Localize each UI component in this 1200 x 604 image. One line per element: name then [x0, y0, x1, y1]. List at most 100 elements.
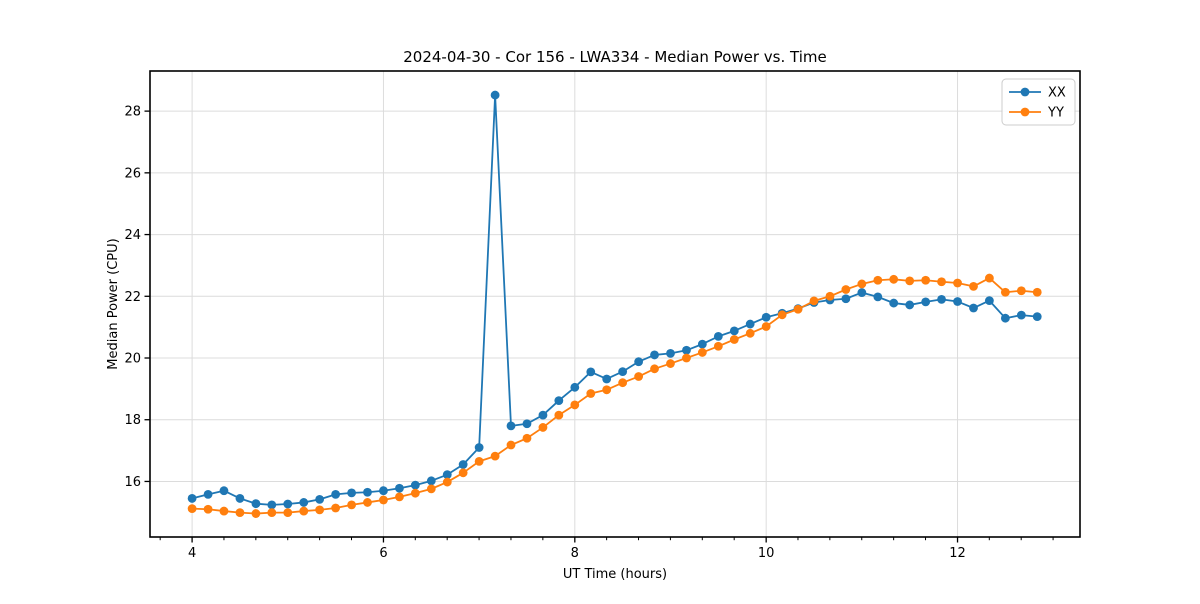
data-point-yy — [921, 275, 931, 285]
data-point-yy — [618, 378, 628, 388]
legend-item-yy: YY — [1009, 106, 1064, 121]
data-point-xx — [410, 480, 420, 490]
data-point-xx — [761, 312, 771, 322]
data-point-xx — [235, 494, 245, 503]
data-point-yy — [969, 282, 978, 291]
data-point-yy — [235, 508, 245, 518]
y-tick-label: 16 — [124, 475, 141, 490]
y-tick-label: 28 — [124, 105, 141, 120]
data-point-yy — [953, 278, 962, 288]
data-point-xx — [905, 300, 915, 310]
data-point-xx — [331, 490, 341, 499]
data-point-yy — [873, 275, 883, 285]
data-point-yy — [586, 389, 596, 398]
data-point-yy — [1000, 287, 1010, 297]
data-point-yy — [458, 468, 468, 478]
data-point-yy — [267, 508, 277, 518]
data-point-yy — [682, 353, 691, 363]
data-point-yy — [522, 433, 532, 443]
legend-marker-xx — [1020, 87, 1030, 97]
data-point-xx — [506, 421, 516, 431]
data-point-xx — [554, 396, 564, 405]
data-point-xx — [873, 292, 883, 302]
data-point-xx — [682, 345, 691, 355]
grid-layer — [150, 71, 1080, 537]
series-line-xx — [191, 94, 1038, 506]
data-point-xx — [857, 288, 867, 297]
data-point-yy — [315, 505, 325, 515]
data-point-yy — [363, 498, 372, 507]
data-point-yy — [761, 322, 771, 331]
data-point-xx — [474, 443, 484, 452]
data-point-xx — [921, 297, 931, 307]
legend-marker-yy — [1020, 107, 1030, 117]
series-line-yy — [192, 277, 1038, 515]
data-point-yy — [570, 400, 580, 410]
data-point-xx — [315, 494, 325, 504]
data-point-yy — [251, 509, 261, 518]
data-point-yy — [889, 274, 899, 284]
data-point-xx — [219, 486, 229, 496]
data-point-xx — [697, 339, 707, 349]
plot-border — [149, 70, 1081, 538]
data-point-xx — [442, 470, 452, 480]
data-point-yy — [777, 310, 787, 320]
y-tick-label: 24 — [124, 228, 141, 243]
data-point-yy — [729, 335, 739, 344]
data-point-yy — [1032, 287, 1042, 297]
data-point-xx — [379, 486, 388, 496]
x-tick-label: 4 — [188, 546, 196, 561]
data-point-xx — [347, 488, 356, 498]
data-point-yy — [395, 492, 404, 502]
data-point-yy — [490, 451, 500, 461]
data-point-yy — [602, 385, 612, 395]
data-point-xx — [953, 297, 962, 306]
data-point-yy — [347, 500, 356, 510]
chart-title: 2024-04-30 - Cor 156 - LWA334 - Median P… — [403, 48, 827, 66]
y-axis-label: Median Power (CPU) — [106, 238, 121, 369]
data-point-yy — [410, 488, 420, 498]
data-point-yy — [426, 484, 436, 494]
data-point-xx — [889, 298, 899, 308]
legend-item-xx: XX — [1009, 86, 1066, 101]
data-point-yy — [331, 503, 341, 513]
y-tick-label: 26 — [124, 166, 141, 181]
data-point-xx — [937, 294, 946, 304]
data-point-xx — [299, 498, 309, 507]
data-point-xx — [586, 367, 596, 377]
data-point-xx — [984, 296, 994, 306]
data-point-yy — [857, 279, 867, 289]
data-point-yy — [825, 291, 835, 301]
data-point-xx — [538, 410, 548, 420]
data-point-xx — [969, 303, 978, 313]
data-point-xx — [458, 460, 468, 469]
data-point-xx — [650, 350, 659, 360]
data-point-yy — [793, 304, 803, 314]
data-point-xx — [490, 90, 500, 100]
data-point-yy — [379, 495, 388, 505]
data-point-xx — [570, 382, 580, 392]
x-tick-label: 12 — [949, 546, 966, 561]
data-point-yy — [984, 273, 994, 283]
x-axis-label: UT Time (hours) — [563, 567, 667, 582]
y-tick-label: 18 — [124, 413, 141, 428]
data-point-xx — [267, 500, 277, 510]
data-point-xx — [745, 319, 755, 329]
series-layer — [187, 90, 1042, 518]
data-point-xx — [522, 419, 532, 429]
data-point-yy — [745, 328, 755, 338]
x-tick-label: 10 — [758, 546, 775, 561]
y-tick-label: 20 — [124, 352, 141, 367]
data-point-yy — [219, 506, 229, 516]
x-tick-label: 8 — [571, 546, 579, 561]
data-point-xx — [634, 357, 644, 367]
data-point-xx — [1032, 312, 1042, 322]
data-point-yy — [283, 508, 293, 518]
data-point-yy — [713, 341, 723, 351]
data-point-yy — [538, 423, 548, 432]
data-point-yy — [905, 276, 915, 286]
data-point-yy — [203, 504, 213, 514]
data-point-yy — [666, 359, 675, 368]
